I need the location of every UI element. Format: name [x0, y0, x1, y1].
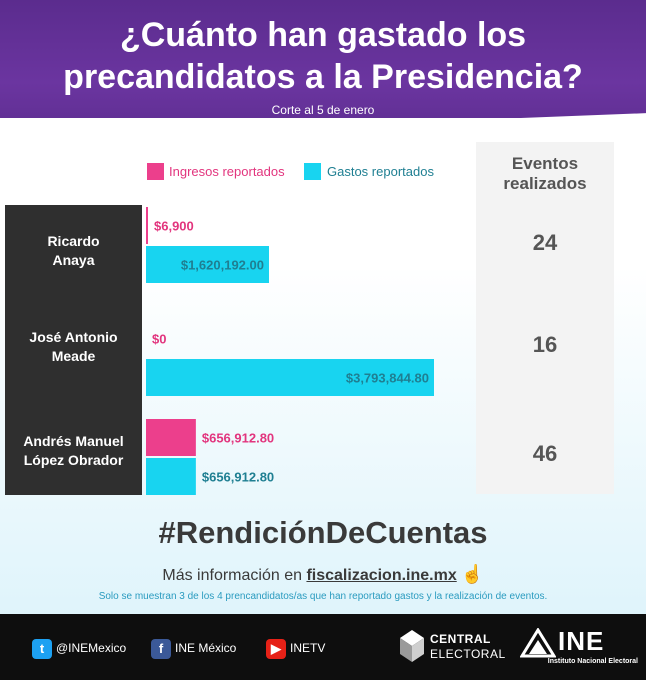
- bar-value-label: $656,912.80: [202, 470, 274, 485]
- central-electoral-logo: CENTRAL ELECTORAL: [398, 628, 508, 668]
- legend-label-ingresos: Ingresos reportados: [169, 164, 285, 179]
- pointer-hand-icon: ☝: [461, 564, 484, 584]
- ine-logo-subtitle: Instituto Nacional Electoral: [547, 658, 638, 665]
- facebook-handle: INE México: [175, 641, 237, 655]
- header-banner: [0, 0, 646, 138]
- bar-ingresos: [146, 419, 196, 456]
- bar-value-label: $0: [152, 332, 166, 347]
- events-count: 24: [532, 230, 558, 255]
- bar-gastos: [146, 246, 269, 283]
- facebook-icon: f: [151, 638, 171, 659]
- ine-emblem-icon: [520, 628, 556, 658]
- central-electoral-icon: [400, 630, 424, 662]
- bar-gastos: [146, 359, 434, 396]
- central-line2: ELECTORAL: [430, 647, 506, 661]
- candidate-name: Ricardo Anaya: [47, 233, 100, 268]
- events-count: 16: [532, 332, 558, 357]
- twitter-link[interactable]: t @INEMexico: [32, 638, 127, 659]
- page-subtitle: Corte al 5 de enero: [271, 103, 375, 117]
- more-info-link[interactable]: fiscalizacion.ine.mx: [306, 567, 457, 584]
- events-column: Eventos realizados 24 16 46: [476, 142, 614, 494]
- legend-label-gastos: Gastos reportados: [327, 164, 434, 179]
- more-info: Más información en fiscalizacion.ine.mx …: [0, 564, 646, 585]
- twitter-handle: @INEMexico: [56, 641, 127, 655]
- facebook-link[interactable]: f INE México: [151, 638, 237, 659]
- legend-swatch-ingresos: [147, 163, 164, 180]
- youtube-icon: ▶: [266, 638, 286, 659]
- youtube-link[interactable]: ▶ INETV: [266, 638, 326, 659]
- legend-swatch-gastos: [304, 163, 321, 180]
- more-info-prefix: Más información en: [162, 567, 302, 584]
- candidate-name: José Antonio Meade: [29, 329, 118, 364]
- events-title: Eventos realizados: [503, 154, 587, 193]
- central-line1: CENTRAL: [430, 632, 491, 646]
- ine-logo: INE Instituto Nacional Electoral: [520, 626, 640, 670]
- events-count: 46: [532, 441, 558, 466]
- bar-ingresos: [146, 207, 148, 244]
- footer-bar: t @INEMexico f INE México ▶ INETV CENTRAL E…: [0, 614, 646, 680]
- youtube-handle: INETV: [290, 641, 326, 655]
- bar-value-label: $656,912.80: [202, 431, 274, 446]
- bar-value-label: $3,793,844.80: [346, 371, 429, 386]
- footnote: Solo se muestran 3 de los 4 prencandidat…: [98, 591, 548, 602]
- bar-gastos: [146, 458, 196, 495]
- candidate-names-column: Ricardo Anaya José Antonio Meade Andrés …: [5, 205, 142, 495]
- candidate-name: Andrés Manuel López Obrador: [23, 433, 124, 468]
- ine-logo-text: INE: [558, 626, 605, 656]
- bar-value-label: $6,900: [154, 219, 194, 234]
- twitter-icon: t: [32, 638, 52, 659]
- page-title: ¿Cuánto han gastado los precandidatos a …: [63, 16, 583, 96]
- bar-value-label: $1,620,192.00: [181, 258, 264, 273]
- hashtag: #RendiciónDeCuentas: [158, 515, 488, 550]
